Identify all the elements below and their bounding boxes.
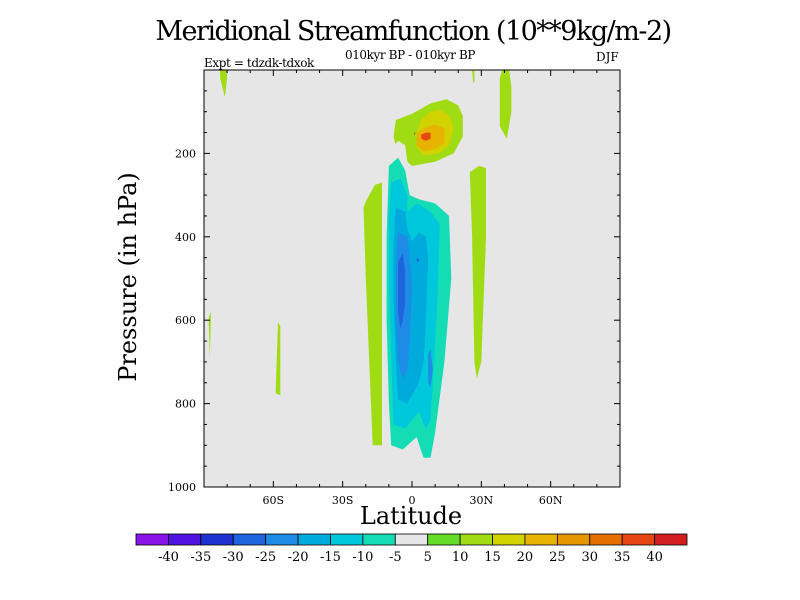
colorbar-swatch	[492, 533, 526, 546]
contour-region	[398, 253, 406, 329]
colorbar-label: 35	[614, 550, 631, 565]
colorbar-swatch	[232, 533, 267, 546]
colorbar-label: -5	[389, 550, 402, 565]
colorbar-swatch	[168, 533, 202, 546]
colorbar-swatch	[135, 533, 169, 546]
experiment-label: Expt = tdzdk-tdxok	[204, 56, 314, 70]
contour-region	[414, 132, 416, 135]
x-tick-label: 0	[409, 494, 416, 507]
y-axis-label: Pressure (in hPa)	[114, 172, 142, 382]
colorbar-swatch	[362, 533, 396, 546]
x-tick-label: 30S	[332, 494, 354, 507]
season-label: DJF	[596, 50, 619, 64]
contour-region	[275, 322, 281, 396]
x-tick-label: 60N	[539, 494, 563, 507]
colorbar-swatch	[265, 533, 299, 546]
colorbar-label: 15	[484, 550, 501, 565]
contour-region	[472, 70, 475, 83]
contour-region	[499, 70, 512, 139]
colorbar-label: 25	[549, 550, 566, 565]
colorbar-swatch	[330, 533, 364, 546]
x-axis-label: Latitude	[360, 502, 462, 530]
colorbar-swatch	[654, 533, 688, 546]
contour-region	[469, 165, 486, 379]
colorbar-swatch	[524, 533, 558, 546]
colorbar-swatch	[621, 533, 655, 546]
colorbar-swatch	[556, 533, 591, 546]
y-tick-label: 800	[175, 398, 196, 411]
colorbar-label: 20	[517, 550, 534, 565]
colorbar-swatch	[200, 533, 234, 546]
y-tick-label: 600	[175, 314, 196, 327]
colorbar-label: 5	[424, 550, 432, 565]
colorbar-label: -10	[352, 550, 373, 565]
colorbar-label: -20	[288, 550, 309, 565]
colorbar-label: 30	[581, 550, 598, 565]
contour-region	[363, 182, 382, 446]
colorbar-label: 10	[452, 550, 469, 565]
contour-region	[428, 349, 433, 387]
chart-subtitle: 010kyr BP - 010kyr BP	[344, 48, 476, 62]
colorbar-label: -40	[158, 550, 179, 565]
contour-region	[421, 132, 431, 141]
contour-region	[208, 311, 211, 358]
colorbar-label: -15	[320, 550, 341, 565]
colorbar-label: -35	[190, 550, 211, 565]
colorbar-swatch	[589, 533, 623, 546]
colorbar-swatch	[427, 533, 461, 546]
x-tick-label: 30N	[470, 494, 494, 507]
chart-title: Meridional Streamfunction (10**9kg/m-2)	[155, 16, 672, 47]
colorbar-label: -30	[223, 550, 244, 565]
y-tick-label: 400	[175, 231, 196, 244]
colorbar-swatch	[394, 533, 429, 546]
y-tick-label: 1000	[168, 481, 196, 494]
colorbar-label: 40	[646, 550, 663, 565]
x-tick-label: 60S	[263, 494, 285, 507]
contour-region	[416, 257, 419, 262]
contour-region	[220, 70, 228, 98]
colorbar-swatch	[297, 533, 331, 546]
y-tick-label: 200	[175, 147, 196, 160]
colorbar-swatch	[459, 533, 493, 546]
colorbar-label: -25	[255, 550, 276, 565]
